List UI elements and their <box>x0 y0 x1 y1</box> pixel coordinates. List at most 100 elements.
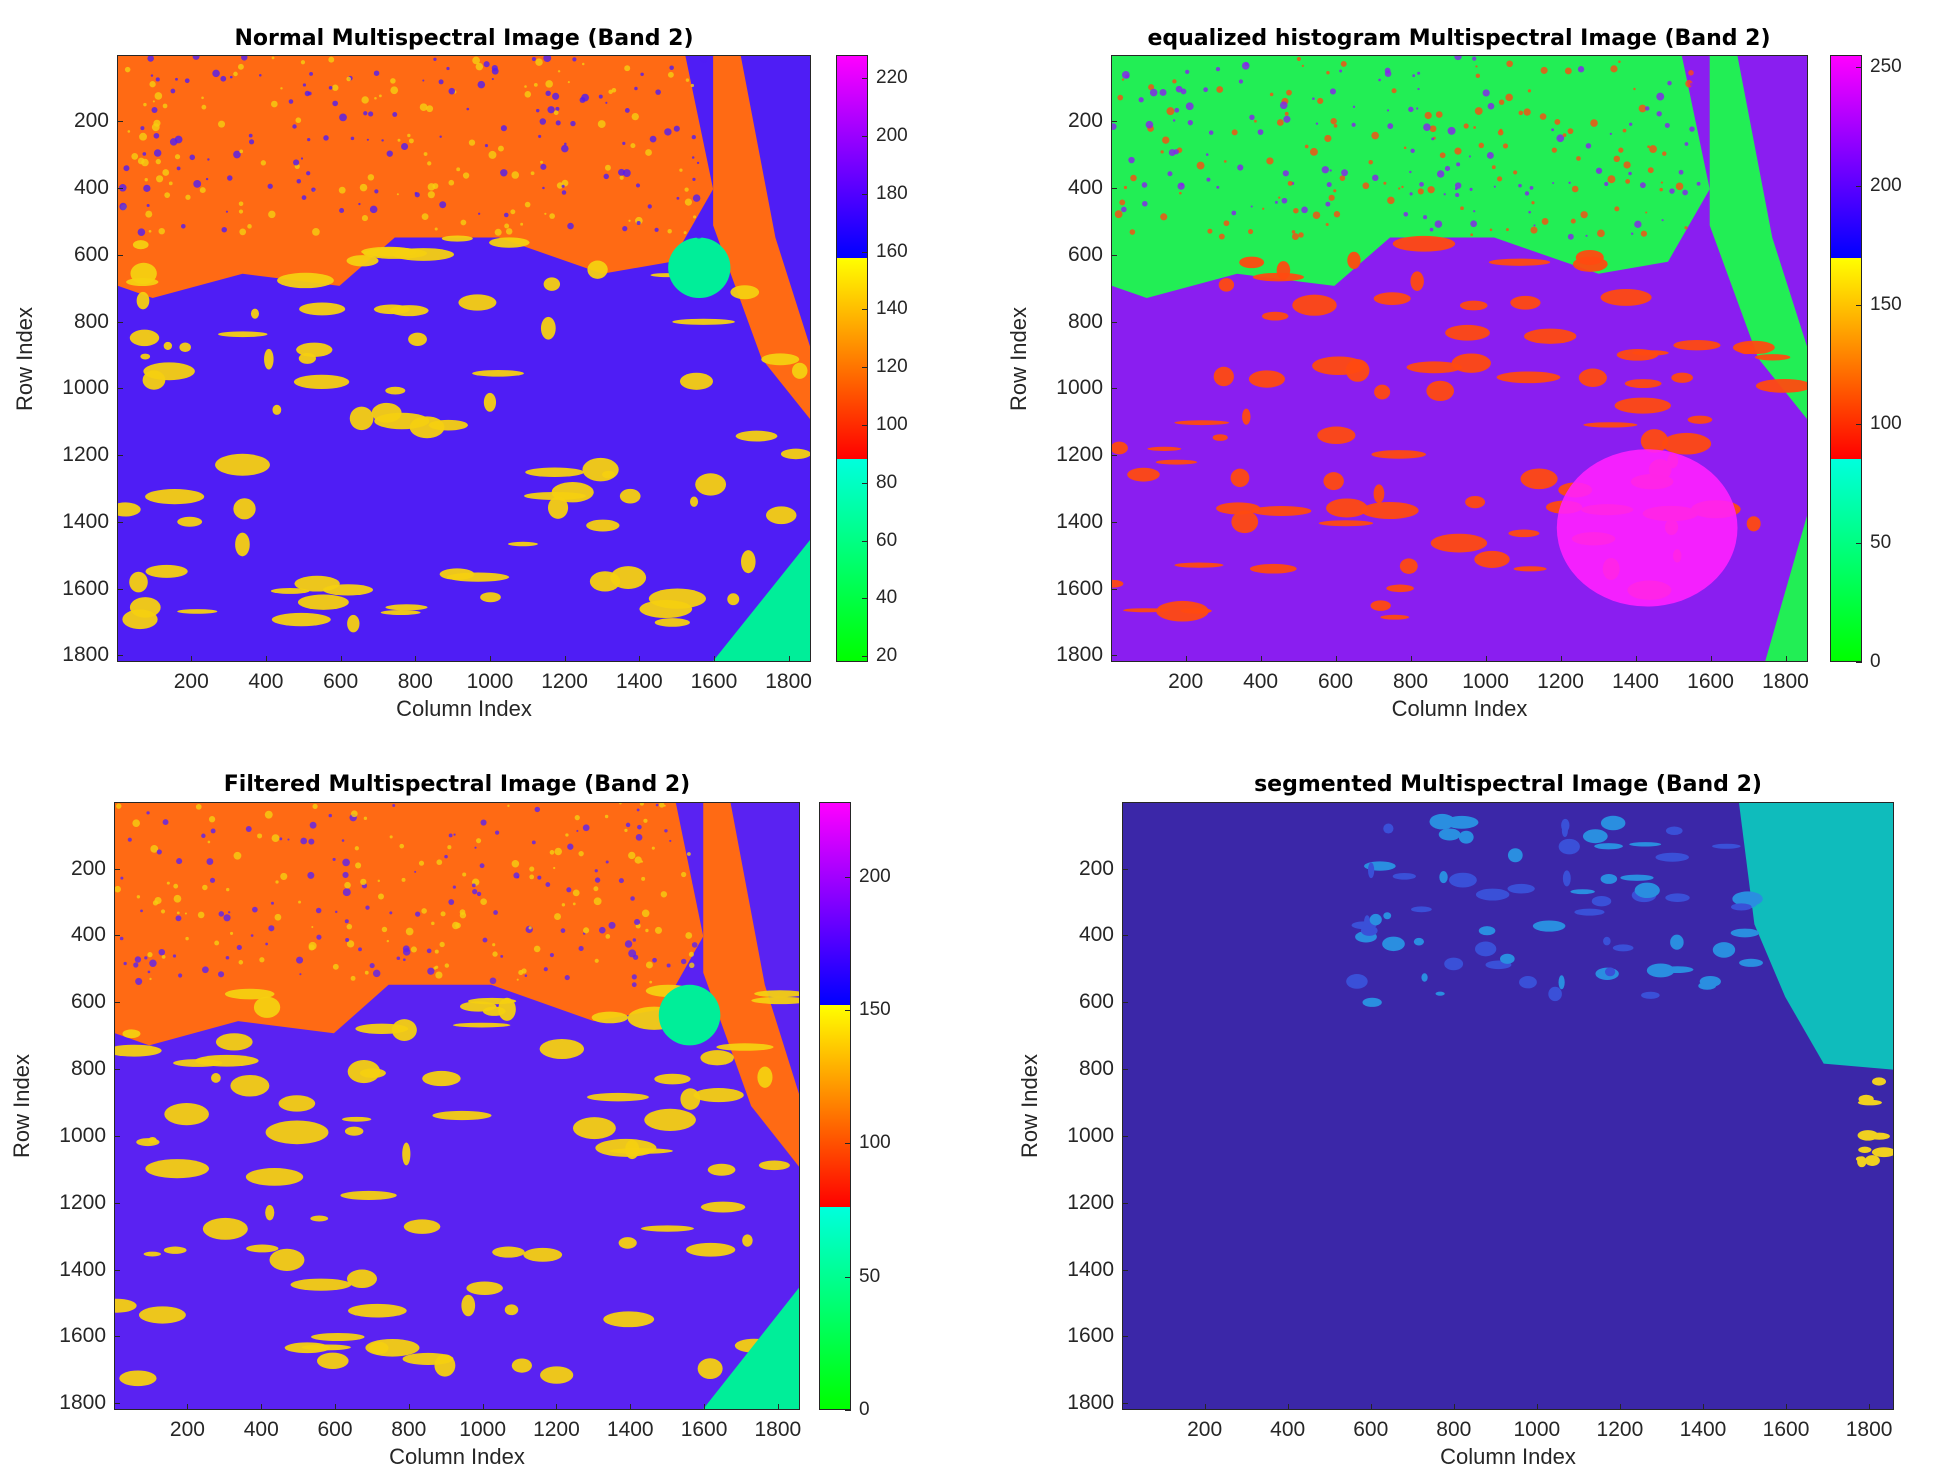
speckle <box>685 78 690 82</box>
mid-blob <box>1252 272 1304 282</box>
speckle <box>603 173 609 180</box>
x-tick-label: 1200 <box>533 1418 580 1441</box>
mid-blob <box>1520 468 1558 490</box>
speckle <box>1244 62 1249 66</box>
speckle <box>1121 206 1127 213</box>
speckle <box>634 856 642 864</box>
speckle <box>257 833 263 839</box>
mid-blob <box>340 1190 397 1201</box>
speckle <box>397 138 401 142</box>
x-tick-mark <box>1185 656 1187 662</box>
mid-blob <box>403 1219 441 1234</box>
colorbar-tick-mark <box>845 1143 851 1145</box>
colorbar-tick-mark <box>1856 66 1862 68</box>
image-raster <box>1123 803 1893 1409</box>
segment-cluster-2 <box>1519 975 1537 989</box>
x-tick-label: 800 <box>1393 670 1429 693</box>
x-tick-label: 400 <box>243 1418 279 1441</box>
mid-blob <box>603 1311 655 1328</box>
segment-cluster-2 <box>1594 843 1623 850</box>
speckle <box>152 100 155 103</box>
mid-blob <box>540 1366 574 1384</box>
speckle <box>421 213 429 221</box>
speckle <box>214 940 220 946</box>
speckle <box>346 76 351 82</box>
speckle <box>1160 213 1168 221</box>
speckle <box>367 174 375 181</box>
mid-blob <box>735 430 778 442</box>
speckle <box>332 857 336 862</box>
speckle <box>381 139 384 142</box>
image-plot-area <box>1111 55 1808 662</box>
speckle <box>192 56 200 60</box>
x-tick-mark <box>335 1404 337 1410</box>
colorbar-tick-label: 220 <box>876 67 908 89</box>
mid-blob <box>290 1278 352 1291</box>
speckle <box>582 824 590 832</box>
speckle <box>433 57 437 61</box>
mid-blob <box>458 294 497 311</box>
speckle <box>173 894 182 903</box>
speckle <box>690 83 695 88</box>
x-tick-label: 1000 <box>466 670 514 693</box>
speckle <box>160 909 166 914</box>
speckle <box>146 203 150 208</box>
y-tick-label: 800 <box>73 309 109 333</box>
speckle <box>444 963 450 968</box>
colorbar-tick-mark <box>845 1276 851 1278</box>
speckle <box>520 222 524 226</box>
mid-blob <box>1496 371 1561 384</box>
mid-blob <box>284 1342 330 1354</box>
segment-cluster-3 <box>1858 1094 1874 1104</box>
y-axis-label: Row Index <box>1017 1054 1042 1158</box>
speckle <box>1291 233 1299 240</box>
mid-blob <box>432 1110 492 1121</box>
speckle <box>307 91 312 96</box>
speckle <box>239 149 244 154</box>
speckle <box>476 891 482 897</box>
speckle <box>218 971 225 978</box>
speckle <box>147 952 153 958</box>
colorbar-tick-label: 80 <box>876 471 898 493</box>
speckle <box>1422 215 1428 220</box>
y-tick-mark <box>114 1403 120 1405</box>
speckle <box>275 880 279 884</box>
speckle <box>168 181 173 186</box>
mid-blob <box>1406 361 1462 374</box>
speckle <box>439 941 445 948</box>
x-tick-mark <box>1786 1404 1788 1410</box>
segment-cluster-2 <box>1730 928 1760 938</box>
speckle <box>1423 123 1431 131</box>
speckle <box>225 955 230 960</box>
speckle <box>124 66 131 73</box>
x-tick-label: 600 <box>1318 670 1354 693</box>
speckle <box>1424 111 1432 120</box>
speckle <box>247 224 252 229</box>
x-tick-mark <box>777 1404 779 1410</box>
y-tick-label: 1400 <box>1067 1257 1114 1281</box>
mid-blob <box>1671 372 1693 383</box>
segment-cluster-2 <box>1500 953 1515 964</box>
speckle <box>363 816 368 821</box>
x-tick-mark <box>1335 656 1337 662</box>
speckle <box>1647 167 1654 174</box>
speckle <box>1351 122 1356 127</box>
speckle <box>1162 136 1170 144</box>
speckle <box>233 71 238 77</box>
speckle <box>540 163 547 170</box>
speckle <box>140 909 143 913</box>
speckle <box>233 150 241 159</box>
x-tick-label: 400 <box>248 670 284 693</box>
speckle <box>472 56 480 65</box>
y-tick-label: 600 <box>73 242 109 266</box>
speckle <box>1408 106 1414 113</box>
speckle <box>227 175 233 181</box>
segment-cluster-2 <box>1712 843 1741 849</box>
speckle <box>1456 162 1461 167</box>
speckle <box>259 957 265 963</box>
mid-blob <box>1231 510 1259 534</box>
speckle <box>1328 194 1335 201</box>
speckle <box>570 120 576 127</box>
speckle <box>201 96 204 100</box>
mid-blob <box>480 592 501 603</box>
